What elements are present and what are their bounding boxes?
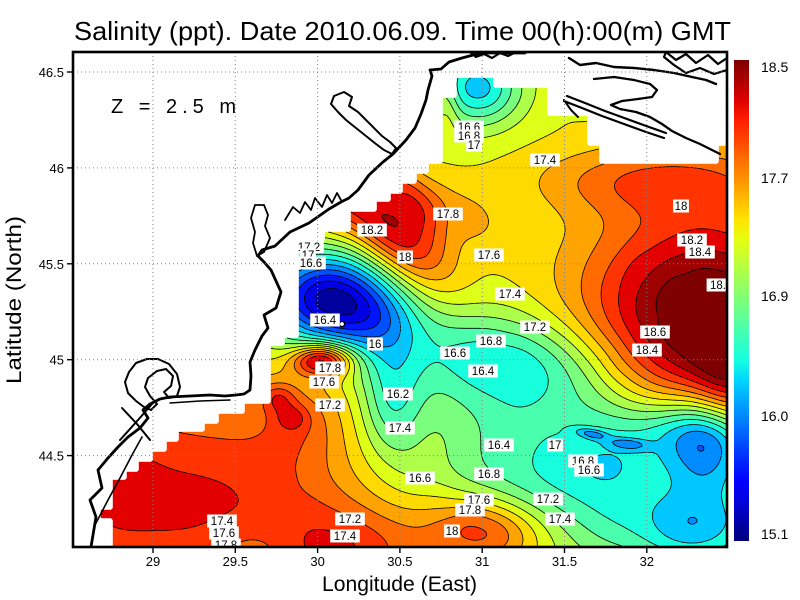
svg-text:17.2: 17.2 (537, 494, 559, 506)
svg-text:18: 18 (675, 201, 688, 213)
svg-text:16.8: 16.8 (478, 469, 500, 481)
svg-text:18.4: 18.4 (689, 247, 712, 259)
svg-text:16.0: 16.0 (761, 408, 788, 424)
svg-text:16.8: 16.8 (480, 336, 502, 348)
svg-text:18.: 18. (710, 280, 726, 292)
svg-text:16.6: 16.6 (300, 258, 322, 270)
svg-text:29.5: 29.5 (223, 554, 248, 569)
svg-text:16.2: 16.2 (387, 389, 409, 401)
svg-text:17.4: 17.4 (389, 423, 412, 435)
svg-text:18: 18 (399, 252, 412, 264)
svg-text:16.6: 16.6 (409, 473, 431, 485)
svg-text:16.4: 16.4 (314, 315, 337, 327)
svg-text:30.5: 30.5 (387, 554, 412, 569)
svg-text:46: 46 (50, 161, 64, 176)
svg-text:17.4: 17.4 (334, 531, 357, 543)
svg-text:31: 31 (475, 554, 489, 569)
svg-text:17.4: 17.4 (549, 514, 572, 526)
svg-text:18.2: 18.2 (361, 225, 383, 237)
svg-text:16.4: 16.4 (488, 440, 511, 452)
svg-text:17.7: 17.7 (761, 170, 788, 186)
svg-text:18.4: 18.4 (636, 345, 659, 357)
svg-text:17: 17 (468, 140, 481, 152)
svg-text:17.8: 17.8 (215, 540, 237, 552)
svg-text:17.6: 17.6 (213, 528, 235, 540)
svg-text:17.2: 17.2 (319, 400, 341, 412)
svg-text:17.4: 17.4 (534, 155, 557, 167)
svg-text:45: 45 (50, 353, 64, 368)
svg-text:45.5: 45.5 (39, 257, 64, 272)
svg-text:16.9: 16.9 (761, 288, 788, 304)
svg-text:16: 16 (369, 339, 382, 351)
svg-text:17.6: 17.6 (313, 377, 335, 389)
svg-text:16.6: 16.6 (444, 348, 466, 360)
svg-text:17.2: 17.2 (339, 514, 361, 526)
svg-text:18.6: 18.6 (644, 327, 666, 339)
svg-text:44.5: 44.5 (39, 449, 64, 464)
svg-text:46.5: 46.5 (39, 65, 64, 80)
svg-text:17: 17 (549, 440, 562, 452)
svg-text:16.6: 16.6 (578, 465, 600, 477)
svg-text:17.6: 17.6 (478, 250, 500, 262)
svg-text:Latitude (North): Latitude (North) (3, 216, 26, 384)
svg-text:18: 18 (446, 526, 459, 538)
svg-text:18.2: 18.2 (681, 235, 703, 247)
svg-text:17.4: 17.4 (211, 516, 234, 528)
svg-text:17.8: 17.8 (459, 505, 481, 517)
svg-text:17.4: 17.4 (499, 289, 522, 301)
svg-text:30: 30 (310, 554, 324, 569)
svg-text:29: 29 (146, 554, 160, 569)
svg-text:17.2: 17.2 (524, 322, 546, 334)
svg-text:Longitude (East): Longitude (East) (322, 573, 477, 596)
svg-text:15.1: 15.1 (761, 526, 788, 542)
svg-text:18.5: 18.5 (761, 59, 788, 75)
svg-text:17.8: 17.8 (437, 209, 459, 221)
svg-text:16.4: 16.4 (472, 366, 495, 378)
svg-text:32: 32 (640, 554, 654, 569)
svg-text:31.5: 31.5 (552, 554, 577, 569)
svg-text:Salinity (ppt). Date 2010.06.0: Salinity (ppt). Date 2010.06.09. Time 00… (74, 16, 731, 46)
svg-text:17.8: 17.8 (319, 363, 341, 375)
